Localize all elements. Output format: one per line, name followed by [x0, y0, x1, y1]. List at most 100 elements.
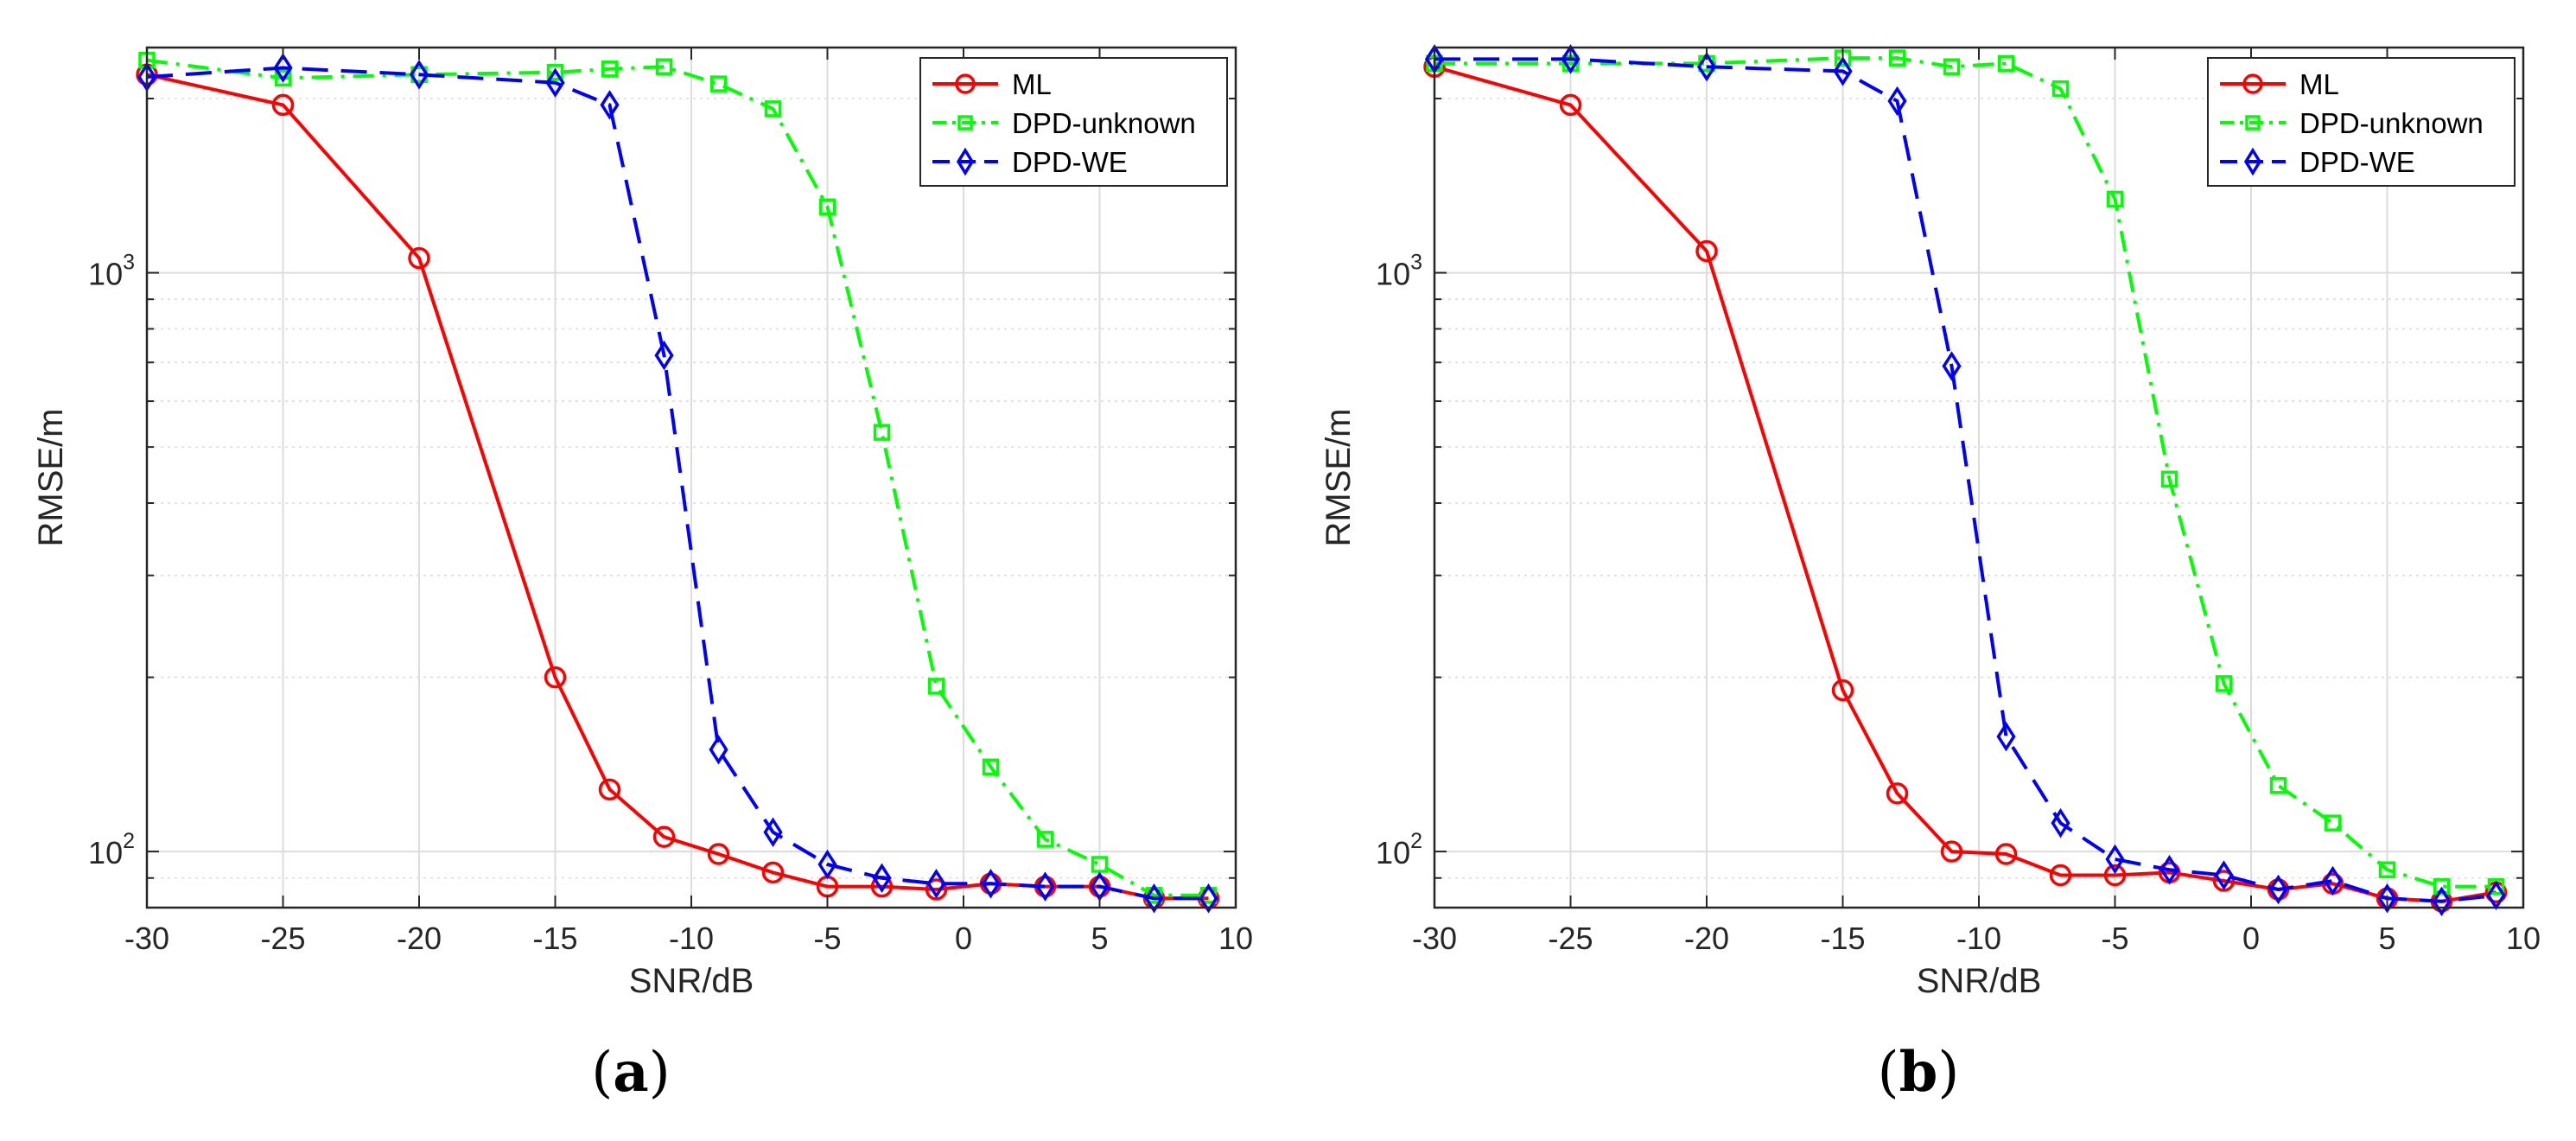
data-point-dpd-unknown [764, 100, 782, 118]
data-point-dpd-unknown [2324, 814, 2342, 832]
data-point-dpd-we [1833, 56, 1853, 86]
data-point-dpd-unknown [1091, 856, 1109, 873]
data-point-dpd-we [2105, 844, 2125, 875]
y-tick-label: 102 [1376, 829, 1422, 870]
series-dpd-unknown [138, 51, 1218, 904]
x-tick-label: -5 [2101, 921, 2128, 956]
data-point-dpd-we [981, 869, 1001, 899]
data-point-ml [598, 778, 621, 801]
data-point-dpd-unknown [2487, 877, 2505, 896]
series-line-dpd-we [1434, 57, 2496, 903]
data-point-dpd-we [1561, 44, 1581, 74]
data-point-ml [1886, 782, 1909, 805]
data-point-dpd-we [654, 340, 674, 371]
x-tick-label: -30 [1412, 921, 1457, 956]
data-point-dpd-we [1887, 86, 1907, 117]
series-line-dpd-unknown [1434, 56, 2496, 889]
data-point-dpd-we [2268, 874, 2288, 905]
data-point-dpd-unknown [982, 758, 1000, 776]
data-point-dpd-unknown [927, 678, 945, 695]
data-point-ml [1831, 679, 1854, 702]
data-point-dpd-unknown [2160, 470, 2178, 488]
data-point-ml [1940, 840, 1963, 863]
data-point-dpd-we [600, 90, 620, 120]
x-tick-label: -30 [124, 921, 169, 956]
x-tick-label: 5 [1091, 921, 1108, 956]
x-tick-label: -15 [1820, 921, 1865, 956]
data-point-dpd-unknown [1997, 54, 2015, 73]
data-point-ml [652, 825, 676, 848]
series-dpd-we [1424, 44, 2506, 917]
data-point-dpd-we [545, 67, 565, 98]
data-point-dpd-we [1144, 883, 1164, 914]
data-point-dpd-we [872, 863, 892, 893]
data-point-dpd-unknown [2433, 877, 2451, 896]
x-tick-label: -20 [397, 921, 442, 956]
data-point-dpd-unknown [655, 58, 673, 75]
legend-marker-ml [2242, 73, 2263, 94]
y-tick-label: 103 [88, 251, 135, 292]
x-axis-label: SNR/dB [629, 962, 754, 1000]
series-line-dpd-unknown [146, 58, 1209, 897]
data-point-dpd-unknown [2269, 777, 2287, 794]
chart-svg-a: -30 -25 -20 -15 -10 -5 0 5 10 103 102 SNR/dB RMSE/m M… [32, 46, 1253, 1105]
chart-panel-b: -30 -25 -20 -15 -10 -5 0 5 10 103 102 SNR/dB RMSE/m M… [1288, 0, 2575, 1141]
legend-marker-ml [955, 73, 976, 94]
x-tick-label: -5 [813, 921, 841, 956]
legend-label-dpd-we: DPD-WE [1012, 146, 1128, 178]
data-point-ml [408, 246, 430, 270]
x-axis-label: SNR/dB [1917, 962, 2042, 1000]
data-point-dpd-unknown [709, 75, 728, 92]
data-point-dpd-we [1035, 871, 1055, 902]
data-point-ml [2103, 864, 2127, 887]
data-point-dpd-we [763, 817, 783, 847]
legend-marker-dpd-unknown [2245, 115, 2261, 131]
data-point-dpd-we [1199, 883, 1218, 914]
data-point-ml [707, 843, 730, 865]
data-point-dpd-unknown [274, 69, 292, 87]
chart-svg-b: -30 -25 -20 -15 -10 -5 0 5 10 103 102 SNR/dB RMSE/m M… [1320, 44, 2541, 1105]
x-tick-label: -10 [669, 921, 714, 956]
data-point-dpd-we [2051, 807, 2070, 838]
panel-label: (b) [1878, 1040, 1960, 1105]
data-point-dpd-we [2377, 883, 2397, 914]
data-point-ml [2212, 870, 2236, 892]
series-dpd-unknown [1426, 49, 2505, 896]
data-point-dpd-unknown [1943, 58, 1961, 75]
series-line-dpd-we [146, 66, 1209, 901]
data-point-dpd-we [1996, 721, 2016, 752]
legend-marker-dpd-we [2243, 147, 2262, 176]
data-point-dpd-we [2159, 854, 2179, 885]
data-point-dpd-unknown [818, 198, 836, 216]
legend-label-ml: ML [1012, 68, 1052, 100]
data-point-dpd-we [409, 60, 429, 90]
data-point-dpd-we [2323, 865, 2343, 896]
data-point-dpd-we [273, 53, 293, 83]
y-axis-label: RMSE/m [32, 409, 70, 547]
data-point-dpd-we [926, 869, 946, 899]
data-point-ml [1994, 843, 2018, 865]
x-tick-label: -25 [260, 921, 305, 956]
x-tick-label: 5 [2378, 921, 2395, 956]
legend-marker-dpd-we [956, 147, 975, 176]
x-tick-label: -25 [1548, 921, 1593, 956]
data-point-ml [544, 666, 567, 689]
x-tick-label: 0 [955, 921, 972, 956]
y-tick-label: 103 [1376, 251, 1422, 292]
data-point-dpd-unknown [1036, 831, 1054, 848]
legend-marker-dpd-unknown [957, 115, 973, 131]
legend-label-dpd-unknown: DPD-unknown [1012, 107, 1196, 139]
data-point-dpd-unknown [873, 424, 891, 441]
data-point-dpd-we [1696, 51, 1717, 82]
legend-label-dpd-we: DPD-WE [2299, 146, 2415, 178]
legend-label-dpd-unknown: DPD-unknown [2299, 107, 2484, 139]
data-point-ml [925, 878, 948, 901]
data-point-dpd-we [1942, 351, 1962, 381]
data-point-ml [761, 861, 785, 884]
data-point-dpd-unknown [2215, 675, 2233, 692]
data-point-ml [2049, 864, 2072, 887]
data-point-dpd-we [709, 734, 728, 765]
x-tick-label: -10 [1956, 921, 2001, 956]
data-point-dpd-unknown [2378, 861, 2396, 878]
data-point-dpd-we [817, 849, 837, 880]
